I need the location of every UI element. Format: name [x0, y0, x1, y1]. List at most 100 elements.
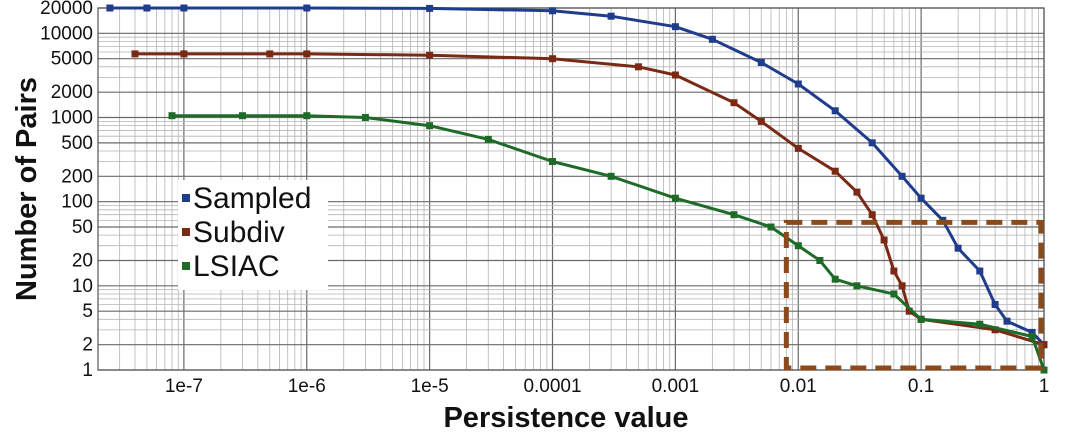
data-point: [905, 307, 913, 315]
data-point: [831, 167, 839, 175]
data-point: [1040, 366, 1048, 374]
data-point: [853, 282, 861, 290]
x-tick-label: 0.0001: [523, 376, 581, 397]
annotation-layer: [783, 219, 1044, 371]
y-tick-label: 20000: [40, 0, 93, 19]
y-tick-label: 5000: [51, 49, 93, 70]
data-point: [991, 326, 999, 334]
x-tick-label: 1e-7: [165, 376, 203, 397]
data-point: [794, 242, 802, 250]
y-tick-label: 500: [61, 133, 93, 154]
data-point: [303, 112, 311, 120]
plot-border: [97, 7, 1045, 371]
y-tick-label: 10: [72, 276, 93, 297]
data-point: [757, 59, 765, 66]
y-tick-label: 100: [61, 192, 93, 213]
data-point: [131, 50, 139, 58]
x-tick-label: 0.1: [908, 376, 934, 397]
data-point: [168, 112, 176, 120]
data-point: [634, 63, 642, 71]
data-point: [1040, 341, 1048, 349]
y-tick-label: 10000: [40, 23, 93, 44]
data-point: [831, 275, 839, 283]
series-lsiac: [168, 112, 1048, 374]
series-line-sampled: [109, 6, 1046, 346]
y-tick-label: 1: [82, 360, 93, 381]
y-tick-label: 2000: [51, 82, 93, 103]
data-point: [991, 301, 999, 308]
data-point: [730, 211, 738, 219]
data-point: [549, 158, 556, 165]
data-point: [767, 223, 775, 231]
legend-label: LSIAC: [193, 250, 280, 283]
data-point: [831, 107, 839, 115]
data-point: [868, 211, 876, 219]
data-point: [361, 114, 369, 121]
series-layer: [106, 4, 1048, 374]
data-point: [180, 4, 188, 12]
data-point: [976, 320, 984, 328]
legend-swatch: [182, 262, 190, 270]
data-point: [607, 172, 615, 180]
y-tick-label: 5: [82, 301, 93, 322]
data-point: [954, 244, 962, 252]
data-point: [917, 315, 925, 323]
data-point: [303, 4, 311, 12]
data-point: [898, 172, 906, 180]
data-point: [730, 99, 738, 107]
y-tick-label: 200: [61, 166, 93, 187]
data-point: [180, 50, 188, 58]
data-point: [816, 257, 824, 264]
x-tick-label: 1e-5: [411, 376, 449, 397]
data-point: [868, 139, 876, 147]
data-point: [880, 236, 888, 244]
data-point: [549, 7, 556, 15]
data-point: [794, 144, 802, 152]
y-tick-label: 50: [72, 217, 93, 238]
legend-label: Sampled: [193, 182, 311, 215]
x-tick-label: 1e-6: [288, 376, 326, 397]
data-point: [890, 267, 898, 275]
data-point: [303, 50, 311, 58]
x-tick-labels: 1e-7 1e-6 1e-5 0.0001 0.001 0.01 0.1 1: [165, 376, 1049, 397]
y-tick-label: 20: [72, 250, 93, 271]
data-point: [143, 4, 151, 12]
data-point: [794, 80, 802, 88]
y-tick-labels: 1 2 5 10 20 50 100 200 500 1000 2000 5000 10000 20000: [40, 0, 93, 381]
data-point: [976, 267, 984, 275]
legend-background: [178, 180, 328, 290]
data-point: [671, 23, 679, 31]
data-point: [757, 117, 765, 125]
x-tick-label: 0.01: [780, 376, 817, 397]
data-point: [671, 71, 679, 79]
data-point: [1003, 317, 1011, 325]
legend-label: Subdiv: [193, 216, 285, 249]
data-point: [426, 51, 434, 59]
data-point: [549, 55, 556, 63]
x-tick-label: 1: [1039, 376, 1050, 397]
data-point: [898, 282, 906, 290]
data-point: [671, 194, 679, 202]
data-point: [853, 188, 861, 196]
dashed-highlight-box: [783, 219, 1044, 371]
data-point: [484, 135, 492, 143]
legend-swatch: [182, 228, 190, 236]
series-line-lsiac: [172, 114, 1046, 371]
data-point: [890, 290, 898, 298]
data-point: [708, 35, 716, 43]
data-point: [426, 4, 434, 12]
data-point: [266, 50, 274, 58]
data-point: [607, 12, 615, 20]
data-point: [106, 4, 114, 12]
data-point: [239, 112, 246, 120]
data-point: [426, 122, 434, 130]
data-point: [917, 194, 925, 202]
x-axis-title: Persistence value: [443, 402, 688, 434]
data-point: [1028, 333, 1036, 340]
y-tick-label: 1000: [51, 108, 93, 129]
y-axis-title: Number of Pairs: [11, 77, 43, 301]
legend-swatch: [182, 194, 190, 202]
y-tick-label: 2: [82, 335, 93, 356]
